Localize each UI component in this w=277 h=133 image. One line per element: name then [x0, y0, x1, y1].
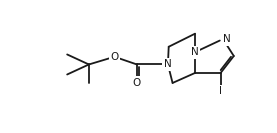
Text: N: N — [223, 34, 231, 44]
Text: N: N — [191, 47, 199, 57]
Text: N: N — [164, 59, 172, 69]
Text: O: O — [133, 78, 141, 88]
Text: I: I — [219, 86, 222, 96]
Text: O: O — [110, 52, 119, 62]
